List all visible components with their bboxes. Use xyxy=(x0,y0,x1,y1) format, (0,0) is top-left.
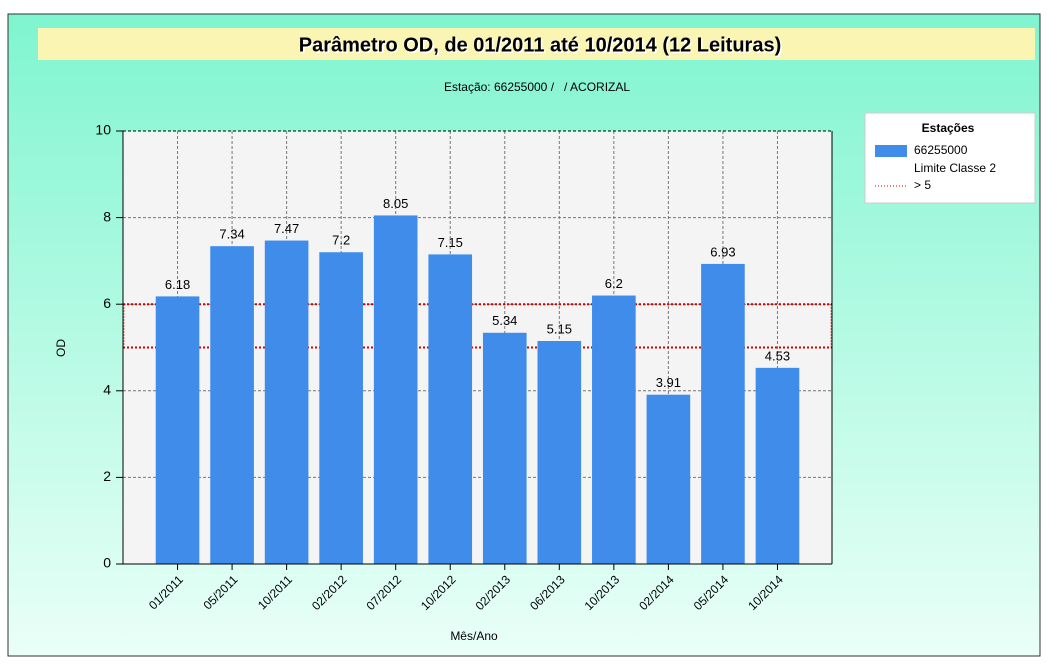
legend-label: 66255000 xyxy=(914,143,968,157)
bar xyxy=(373,215,418,564)
y-tick-label: 0 xyxy=(103,555,111,571)
value-label: 7.47 xyxy=(274,221,299,236)
value-label: 4.53 xyxy=(765,348,790,363)
y-tick-label: 6 xyxy=(103,295,111,311)
bar xyxy=(482,332,527,564)
value-label: 7.34 xyxy=(219,227,244,242)
chart-title: Parâmetro OD, de 01/2011 até 10/2014 (12… xyxy=(299,34,782,56)
legend-label: Limite Classe 2 xyxy=(914,161,996,175)
title-shadow: Parâmetro OD, de 01/2011 até 10/2014 (12… xyxy=(300,36,783,58)
bar xyxy=(155,296,200,564)
bar xyxy=(701,263,745,564)
value-label: 6.18 xyxy=(165,277,190,292)
bar xyxy=(592,295,636,564)
value-label: 7.15 xyxy=(438,235,463,250)
subtitle: Estação: 66255000 / / ACORIZAL xyxy=(444,80,630,94)
value-label: 6.2 xyxy=(605,276,623,291)
value-label: 8.05 xyxy=(383,196,408,211)
y-tick-label: 2 xyxy=(103,468,111,484)
y-tick-label: 10 xyxy=(95,122,111,138)
y-tick-label: 8 xyxy=(103,208,111,224)
bar xyxy=(755,367,800,564)
bar xyxy=(319,252,363,565)
bar xyxy=(264,240,309,564)
legend-box xyxy=(864,112,1036,204)
title-box xyxy=(38,28,1035,60)
legend-title: Estações xyxy=(922,121,975,135)
value-label: 6.93 xyxy=(710,244,735,259)
value-label: 3.91 xyxy=(656,375,681,390)
y-axis-label: OD xyxy=(54,339,68,357)
legend-swatch xyxy=(875,145,907,157)
y-tick-label: 4 xyxy=(103,382,111,398)
value-label: 5.34 xyxy=(492,313,517,328)
value-label: 7.2 xyxy=(332,233,350,248)
x-axis-label: Mês/Ano xyxy=(450,629,498,643)
bar xyxy=(537,341,582,564)
value-label: 5.15 xyxy=(547,321,572,336)
bar xyxy=(428,254,473,564)
legend-label: > 5 xyxy=(914,178,931,192)
bar xyxy=(210,246,254,565)
bar xyxy=(646,394,691,564)
